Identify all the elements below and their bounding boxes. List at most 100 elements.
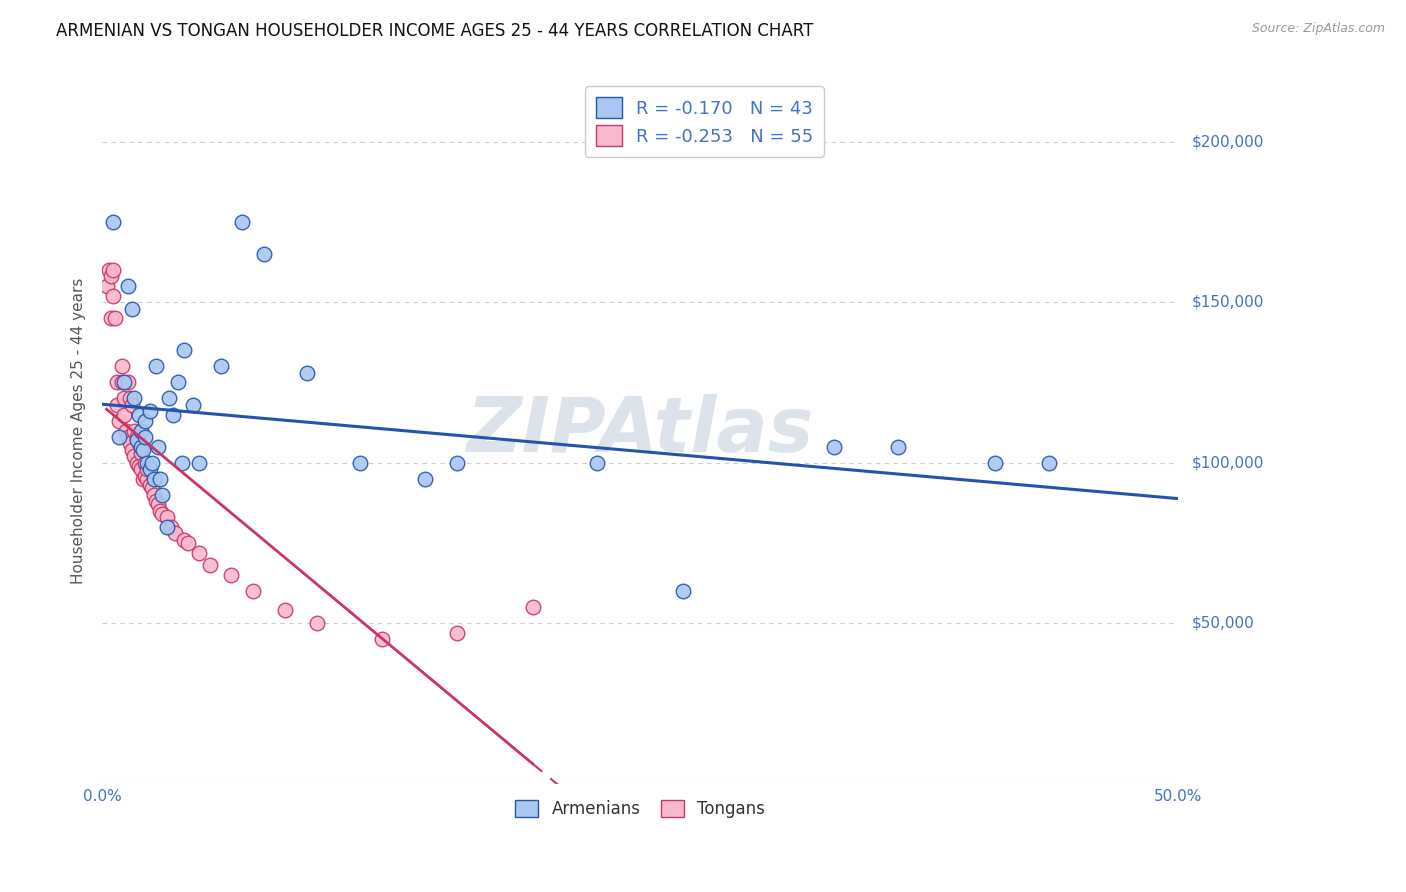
Y-axis label: Householder Income Ages 25 - 44 years: Householder Income Ages 25 - 44 years [72, 277, 86, 583]
Point [145, 494, 167, 508]
Point [242, 584, 264, 599]
Point [136, 472, 159, 486]
Point [128, 408, 150, 422]
Point [141, 456, 163, 470]
Point [166, 376, 188, 390]
Point [129, 440, 152, 454]
Point [887, 440, 910, 454]
Text: ARMENIAN VS TONGAN HOUSEHOLDER INCOME AGES 25 - 44 YEARS CORRELATION CHART: ARMENIAN VS TONGAN HOUSEHOLDER INCOME AG… [56, 22, 814, 40]
Point [115, 424, 138, 438]
Point [112, 408, 135, 422]
Point [134, 468, 156, 483]
Point [124, 392, 146, 406]
Point [136, 456, 159, 470]
Point [117, 376, 139, 390]
Point [823, 440, 845, 454]
Point [105, 376, 128, 390]
Point [149, 472, 172, 486]
Point [371, 632, 394, 647]
Point [112, 376, 135, 390]
Point [134, 430, 156, 444]
Point [100, 269, 122, 284]
Point [128, 458, 150, 473]
Legend: Armenians, Tongans: Armenians, Tongans [509, 793, 772, 825]
Point [138, 404, 160, 418]
Point [97, 263, 120, 277]
Point [101, 215, 124, 229]
Point [146, 440, 169, 454]
Point [586, 456, 609, 470]
Point [129, 462, 152, 476]
Point [146, 498, 169, 512]
Text: ZIPAtlas: ZIPAtlas [467, 393, 814, 467]
Point [108, 414, 131, 428]
Point [125, 434, 148, 448]
Point [198, 558, 221, 573]
Point [110, 359, 132, 374]
Point [274, 603, 297, 617]
Point [156, 520, 179, 534]
Point [117, 430, 139, 444]
Point [141, 482, 163, 496]
Point [152, 507, 174, 521]
Point [121, 442, 143, 457]
Point [125, 456, 148, 470]
Point [349, 456, 371, 470]
Point [132, 442, 155, 457]
Point [105, 398, 128, 412]
Point [173, 343, 195, 358]
Point [124, 424, 146, 438]
Point [152, 488, 174, 502]
Point [522, 600, 544, 615]
Point [209, 359, 232, 374]
Point [221, 568, 243, 582]
Text: Source: ZipAtlas.com: Source: ZipAtlas.com [1251, 22, 1385, 36]
Point [132, 472, 155, 486]
Point [446, 625, 468, 640]
Point [101, 289, 124, 303]
Text: $150,000: $150,000 [1192, 294, 1264, 310]
Point [149, 504, 172, 518]
Point [142, 488, 165, 502]
Text: $50,000: $50,000 [1192, 615, 1254, 631]
Point [307, 616, 329, 631]
Point [231, 215, 253, 229]
Point [446, 456, 468, 470]
Point [984, 456, 1007, 470]
Point [160, 520, 183, 534]
Point [112, 392, 135, 406]
Point [138, 462, 160, 476]
Point [117, 279, 139, 293]
Point [138, 478, 160, 492]
Point [181, 398, 204, 412]
Point [101, 263, 124, 277]
Point [104, 311, 127, 326]
Point [128, 436, 150, 450]
Point [110, 376, 132, 390]
Point [157, 392, 180, 406]
Point [252, 247, 274, 261]
Text: $200,000: $200,000 [1192, 134, 1264, 149]
Point [413, 472, 436, 486]
Point [121, 301, 143, 316]
Point [124, 450, 146, 464]
Point [136, 462, 159, 476]
Point [125, 430, 148, 444]
Point [177, 536, 200, 550]
Point [1038, 456, 1060, 470]
Point [129, 424, 152, 438]
Point [145, 359, 167, 374]
Point [142, 472, 165, 486]
Point [188, 545, 211, 559]
Text: $100,000: $100,000 [1192, 455, 1264, 470]
Point [120, 436, 142, 450]
Point [188, 456, 211, 470]
Point [170, 456, 193, 470]
Point [162, 408, 184, 422]
Point [96, 279, 118, 293]
Point [173, 533, 195, 547]
Point [134, 414, 156, 428]
Point [121, 398, 143, 412]
Point [129, 446, 152, 460]
Point [134, 456, 156, 470]
